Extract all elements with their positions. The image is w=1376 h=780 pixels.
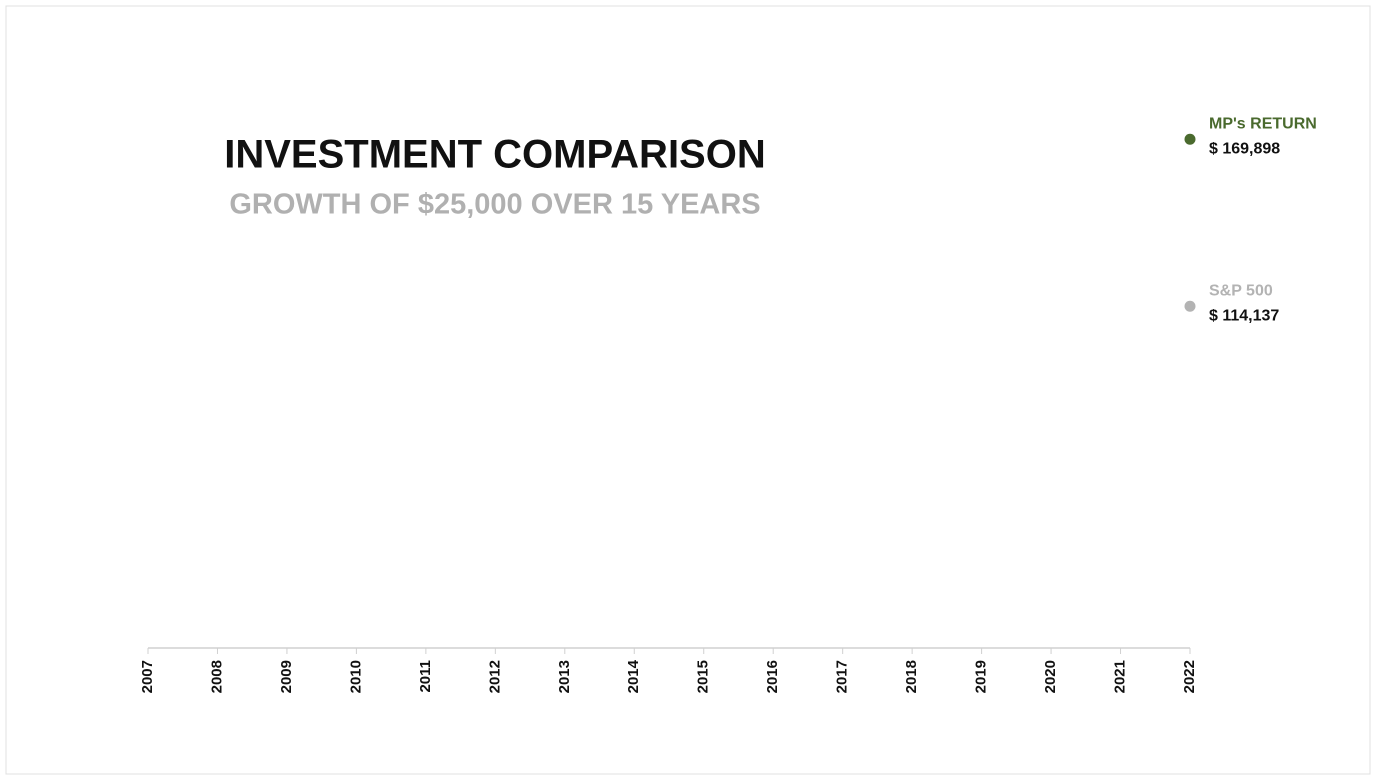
x-tick-label: 2021: [1112, 660, 1129, 693]
x-tick-label: 2014: [625, 659, 642, 693]
chart-title: INVESTMENT COMPARISON: [224, 133, 766, 177]
x-tick-label: 2010: [347, 660, 364, 693]
x-tick-label: 2015: [695, 660, 712, 693]
legend-label: MP's RETURN: [1209, 115, 1317, 132]
x-tick-label: 2018: [903, 660, 920, 693]
slide-frame: [5, 5, 1371, 775]
x-tick-label: 2022: [1181, 660, 1198, 693]
x-tick-label: 2008: [208, 660, 225, 693]
chart-subtitle: GROWTH OF $25,000 OVER 15 YEARS: [229, 189, 760, 221]
x-tick-label: 2013: [556, 660, 573, 693]
end-dot: [1184, 300, 1196, 312]
x-tick-label: 2019: [973, 660, 990, 693]
value-label: $ 114,137: [1209, 307, 1279, 324]
x-tick-label: 2016: [764, 660, 781, 693]
x-tick-label: 2020: [1042, 660, 1059, 693]
legend-label: S&P 500: [1209, 282, 1273, 299]
x-tick-label: 2012: [486, 660, 503, 693]
x-tick-label: 2011: [417, 660, 434, 693]
x-tick-label: 2007: [139, 660, 156, 693]
end-dot: [1184, 133, 1196, 145]
value-label: $ 169,898: [1209, 140, 1280, 157]
x-tick-label: 2017: [834, 660, 851, 693]
x-tick-label: 2009: [278, 660, 295, 693]
